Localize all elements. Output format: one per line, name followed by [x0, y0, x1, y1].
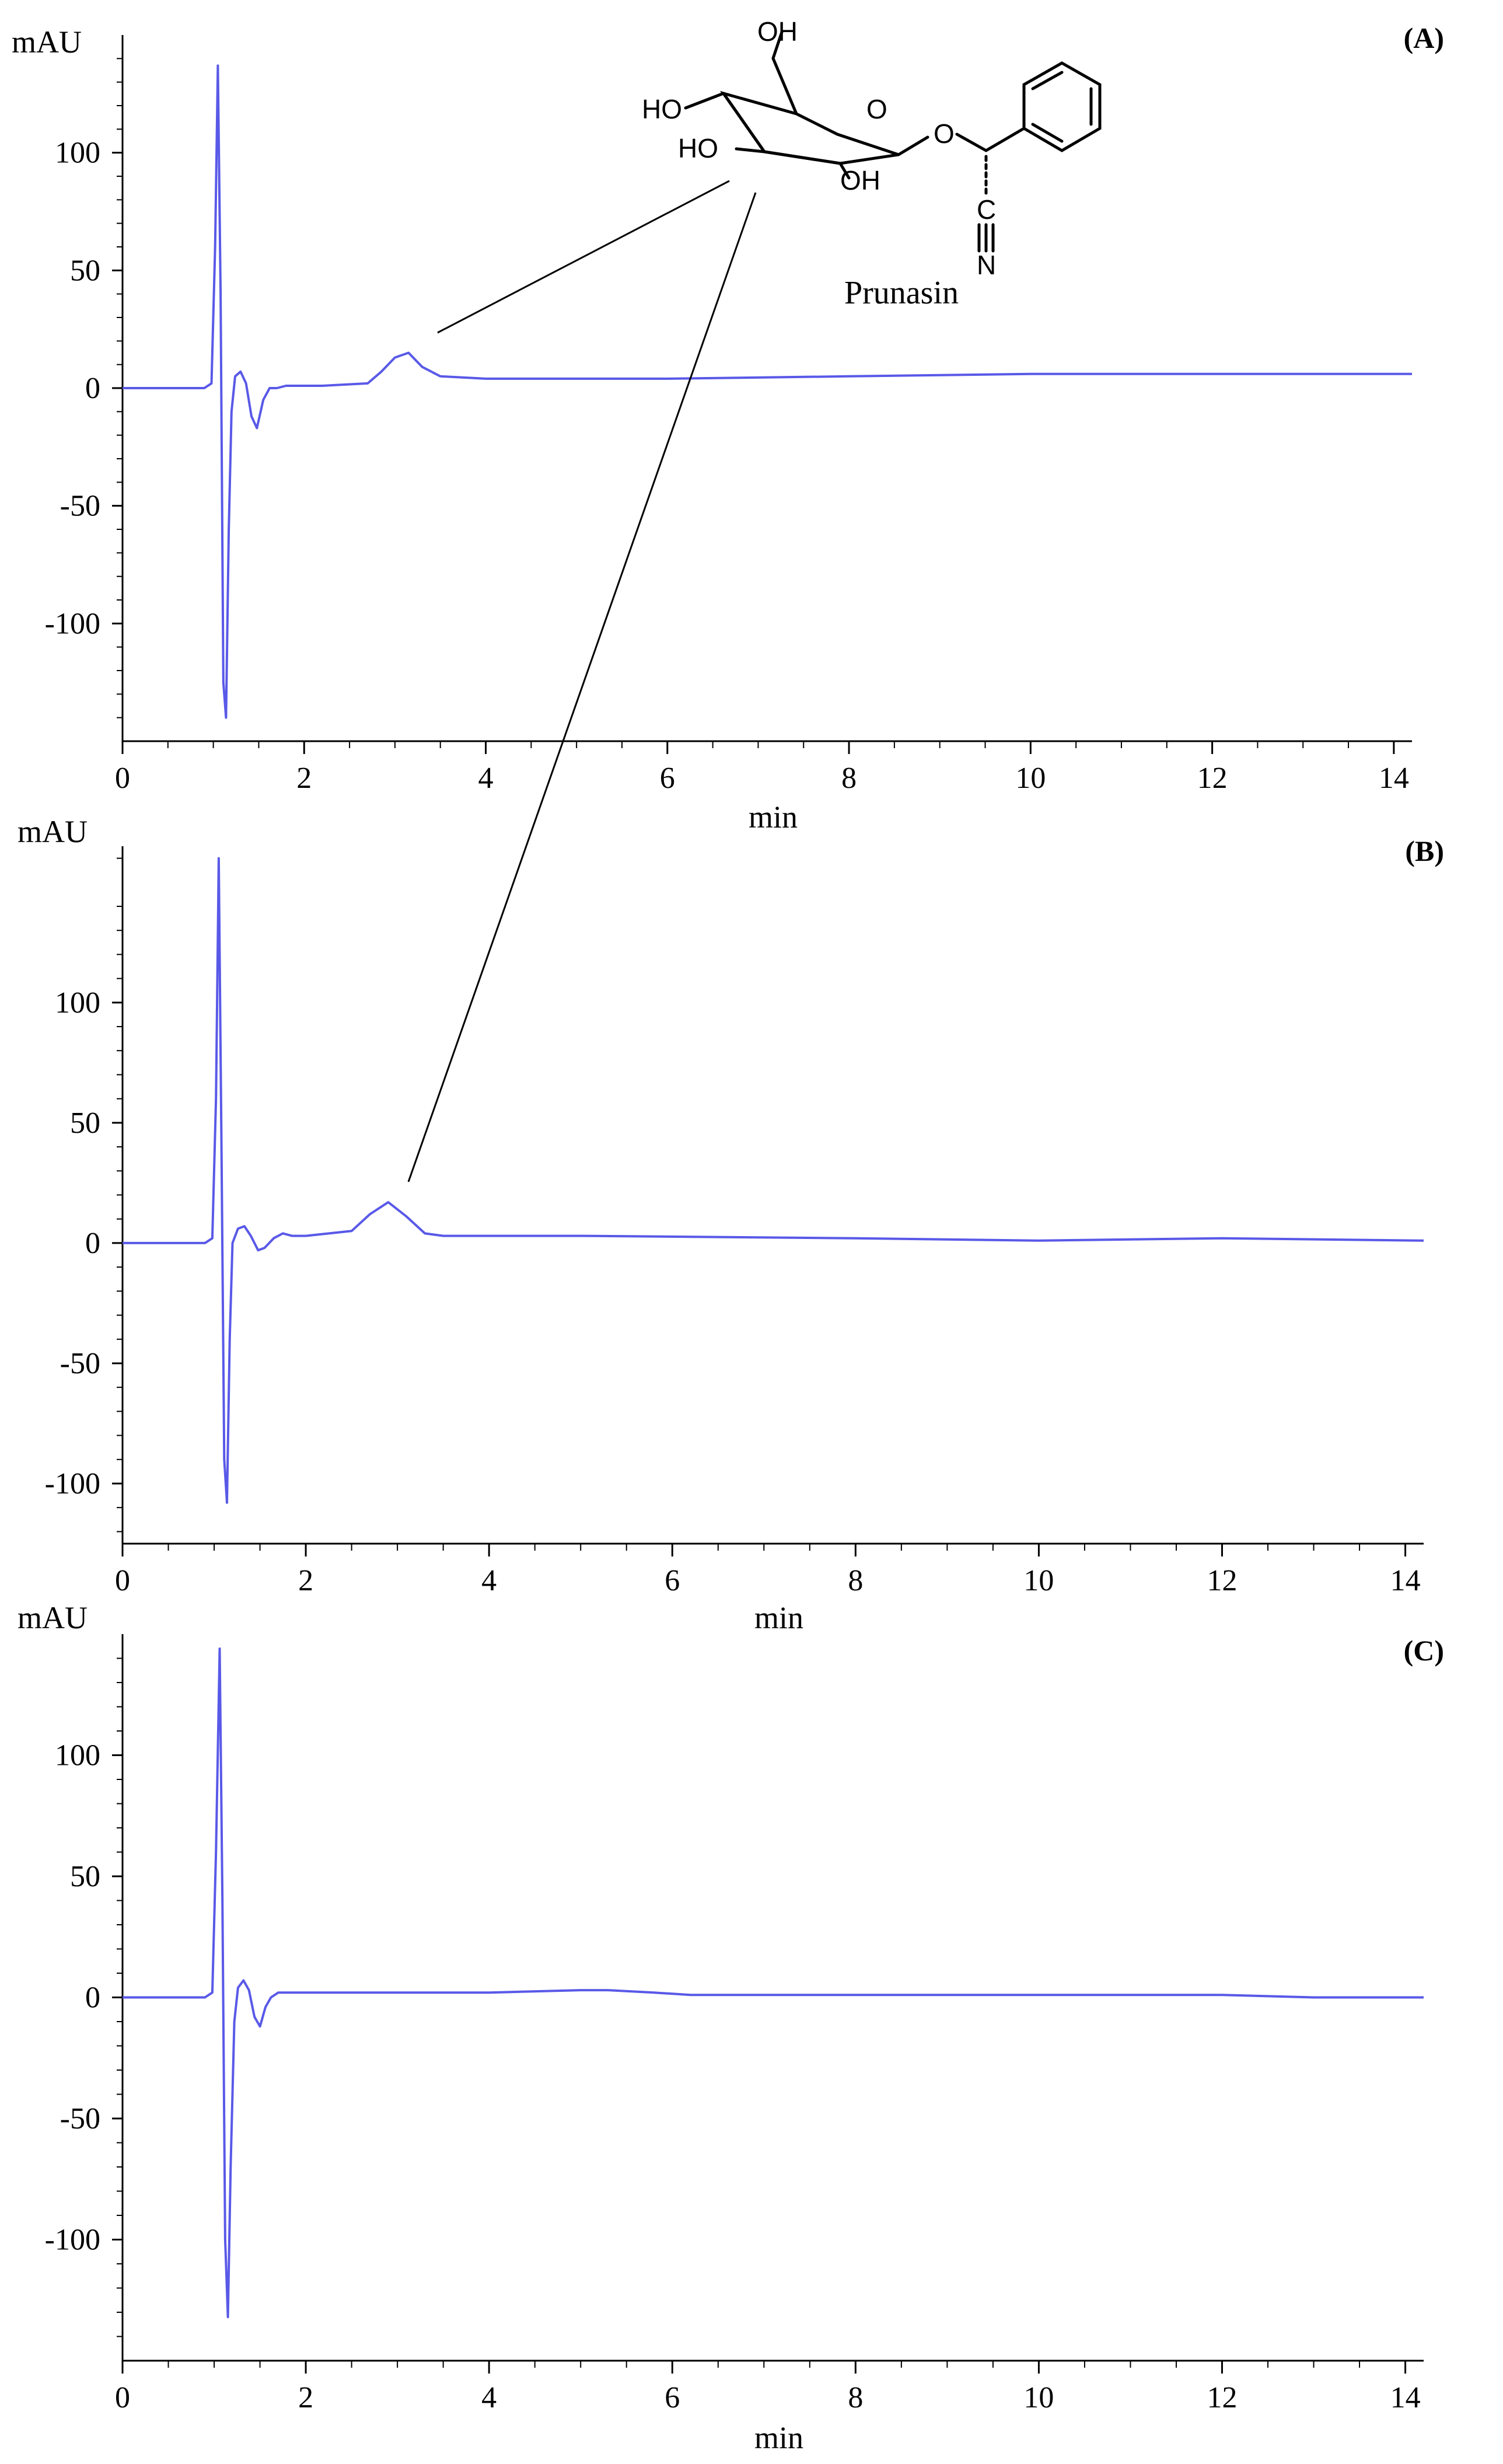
x-tick-label: 0: [115, 1564, 130, 1597]
x-tick-label: 2: [298, 1564, 313, 1597]
x-tick-label: 0: [115, 2381, 130, 2414]
x-axis-label: min: [749, 800, 798, 835]
atom-label-glycosidic-oxygen: O: [934, 118, 955, 149]
chromatogram-trace: [123, 857, 1424, 1504]
chromatogram-panel-a: 0 2 4 6 8 10 12 14 100 50 0 -50 -100 mAU min (A): [12, 22, 1444, 835]
x-tick-label: 2: [296, 762, 312, 795]
atom-label-nitrile-nitrogen: N: [977, 250, 996, 280]
x-tick-label: 2: [298, 2381, 313, 2414]
panel-label: (C): [1404, 1634, 1444, 1667]
x-tick-label: 4: [481, 1564, 497, 1597]
atom-label-oh-c2: OH: [840, 165, 880, 196]
x-tick-label: 0: [115, 762, 130, 795]
chromatogram-panel-c: 0 2 4 6 8 10 12 14 100 50 0 -50 -100 mAU min (C): [18, 1600, 1444, 2455]
x-axis-label: min: [754, 1600, 803, 1635]
panel-label: (B): [1405, 835, 1444, 867]
x-tick-label: 8: [841, 762, 857, 795]
atom-label-oh-top: OH: [757, 16, 798, 47]
y-tick-label: 0: [85, 1227, 100, 1260]
atom-label-nitrile-carbon: C: [977, 194, 996, 225]
x-tick-label: 8: [848, 2381, 863, 2414]
x-tick-label: 12: [1207, 1564, 1238, 1597]
atom-label-ho-c3: HO: [678, 133, 718, 163]
y-tick-label: 100: [55, 986, 100, 1020]
atom-label-ho-left: HO: [642, 94, 682, 124]
prunasin-structure-diagram: OH HO O HO OH O C N Prunasin: [642, 16, 1102, 311]
x-tick-label: 6: [665, 1564, 680, 1597]
x-tick-label: 10: [1015, 762, 1046, 795]
x-tick-label: 14: [1390, 1564, 1421, 1597]
atom-label-ring-oxygen: O: [866, 94, 887, 124]
x-axis-label: min: [754, 2420, 803, 2455]
y-tick-label: 100: [55, 1739, 100, 1772]
y-tick-label: -50: [60, 1347, 100, 1380]
x-tick-label: 10: [1023, 2381, 1054, 2414]
panel-label: (A): [1404, 22, 1444, 54]
leader-line-to-peak-b: [407, 192, 757, 1182]
chromatogram-trace: [123, 64, 1412, 719]
x-tick-label: 10: [1023, 1564, 1054, 1597]
chromatogram-panel-b: 0 2 4 6 8 10 12 14 100 50 0 -50 -100 mAU min (B): [18, 814, 1444, 1635]
axis-ticks: 0 2 4 6 8 10 12 14 100 50 0 -50 -100: [45, 857, 1421, 1597]
y-axis-unit-label: mAU: [18, 1600, 88, 1635]
y-tick-label: 0: [85, 372, 100, 405]
axis-ticks: 0 2 4 6 8 10 12 14 100 50 0 -50 -100: [45, 1657, 1421, 2414]
y-axis-unit-label: mAU: [12, 25, 82, 60]
x-tick-label: 14: [1390, 2381, 1421, 2414]
y-tick-label: -100: [45, 2224, 100, 2257]
x-tick-label: 12: [1207, 2381, 1238, 2414]
x-tick-label: 6: [660, 762, 675, 795]
y-tick-label: 50: [70, 254, 100, 287]
y-tick-label: -50: [60, 490, 100, 523]
y-tick-label: 50: [70, 1860, 100, 1893]
x-tick-label: 6: [665, 2381, 680, 2414]
y-tick-label: -50: [60, 2102, 100, 2135]
axis-ticks: 0 2 4 6 8 10 12 14 100 50 0 -50 -100: [45, 58, 1409, 795]
y-tick-label: -100: [45, 1467, 100, 1500]
chromatogram-trace: [123, 1647, 1424, 2319]
x-tick-label: 8: [848, 1564, 863, 1597]
x-tick-label: 4: [478, 762, 494, 795]
x-tick-label: 4: [481, 2381, 497, 2414]
y-axis-unit-label: mAU: [18, 814, 88, 849]
y-tick-label: -100: [45, 607, 100, 640]
x-tick-label: 14: [1379, 762, 1409, 795]
leader-line-to-peak-a: [437, 180, 730, 334]
y-tick-label: 100: [55, 137, 100, 170]
y-tick-label: 50: [70, 1107, 100, 1140]
compound-name: Prunasin: [844, 275, 959, 311]
x-tick-label: 12: [1197, 762, 1228, 795]
y-tick-label: 0: [85, 1981, 100, 2015]
